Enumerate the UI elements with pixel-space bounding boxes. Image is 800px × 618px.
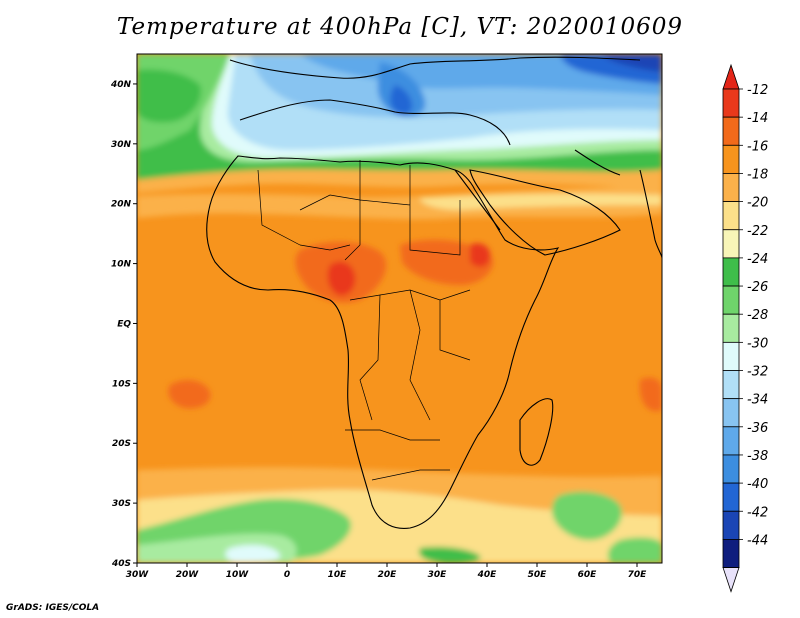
x-tick-label: 0	[284, 570, 290, 580]
colorbar-label: -26	[747, 280, 768, 295]
colorbar-label: -38	[747, 449, 768, 464]
colorbar-label: -40	[747, 477, 768, 492]
coastlines	[206, 56, 662, 529]
colorbar-label: -36	[747, 421, 768, 436]
map-frame	[136, 53, 663, 564]
x-tick-label: 10E	[328, 570, 348, 580]
colorbar-swatch	[722, 88, 740, 118]
colorbar-swatch	[722, 116, 740, 146]
colorbar-label: -14	[747, 111, 768, 126]
colorbar-swatch	[722, 144, 740, 174]
colorbar-label: -24	[747, 252, 768, 267]
y-tick-label: 20N	[111, 200, 132, 210]
chart-title: Temperature at 400hPa [C], VT: 202001060…	[116, 14, 684, 40]
y-tick-label: 20S	[112, 439, 131, 449]
colorbar-swatch	[722, 426, 740, 456]
colorbar-swatch	[722, 454, 740, 484]
colorbar-swatch	[722, 370, 740, 400]
colorbar-swatch	[722, 257, 740, 287]
colorbar-swatch	[722, 313, 740, 343]
colorbar-swatch	[722, 398, 740, 428]
x-tick-label: 10W	[226, 570, 250, 580]
x-tick-label: 70E	[628, 570, 648, 580]
colorbar-swatch	[722, 341, 740, 371]
colorbar-label: -18	[747, 167, 768, 182]
colorbar-swatch	[722, 539, 740, 568]
x-tick-label: 20E	[378, 570, 398, 580]
colorbar-swatch	[722, 173, 740, 202]
y-axis: 40N 30N 20N 10N EQ 10S 20S 30S 40S	[110, 80, 137, 569]
colorbar: -12 -14 -16 -18 -20 -22 -24 -26 -28 -30 -32 -34 -36 -…	[722, 63, 768, 593]
colorbar-swatch	[722, 510, 740, 540]
x-tick-label: 30W	[126, 570, 150, 580]
x-tick-label: 30E	[428, 570, 448, 580]
x-tick-label: 60E	[578, 570, 598, 580]
colorbar-label: -12	[747, 83, 768, 98]
colorbar-label: -28	[747, 308, 768, 323]
colorbar-top-arrow	[722, 63, 740, 90]
x-tick-label: 20W	[176, 570, 200, 580]
colorbar-swatch	[722, 285, 740, 315]
y-tick-label: 40N	[110, 80, 132, 90]
y-tick-label: 40S	[111, 559, 131, 569]
colorbar-label: -30	[747, 336, 768, 351]
y-tick-label: EQ	[117, 319, 131, 329]
colorbar-swatch	[722, 201, 740, 231]
x-axis: 30W 20W 10W 0 10E 20E 30E 40E 50E 60E 70E	[126, 563, 647, 580]
y-tick-label: 30S	[112, 499, 131, 509]
colorbar-label: -32	[747, 365, 768, 380]
colorbar-swatch	[722, 482, 740, 512]
colorbar-label: -22	[747, 224, 768, 239]
colorbar-label: -16	[747, 139, 768, 154]
temperature-field	[137, 54, 662, 563]
y-tick-label: 30N	[111, 140, 132, 150]
colorbar-bottom-arrow	[722, 567, 740, 593]
country-borders	[257, 160, 471, 481]
colorbar-swatch	[722, 229, 740, 259]
x-tick-label: 40E	[477, 570, 498, 580]
colorbar-label: -34	[747, 393, 768, 408]
y-tick-label: 10S	[112, 379, 131, 389]
x-tick-label: 50E	[528, 570, 548, 580]
colorbar-label: -44	[747, 533, 768, 548]
colorbar-label: -42	[747, 505, 768, 520]
footer-credit: GrADS: IGES/COLA	[6, 603, 100, 613]
colorbar-label: -20	[747, 196, 768, 211]
y-tick-label: 10N	[111, 260, 132, 270]
